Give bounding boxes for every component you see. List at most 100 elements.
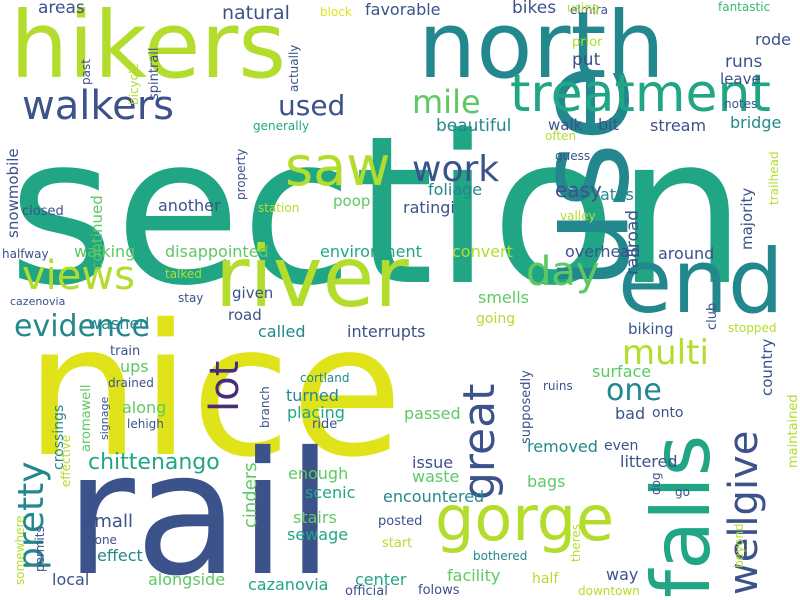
word: stopped (728, 321, 777, 335)
word: walk (548, 116, 583, 134)
word: put (572, 50, 601, 70)
word: effective (59, 434, 73, 487)
word: cortland (300, 371, 350, 385)
word: stream (650, 116, 707, 135)
word: past (79, 59, 93, 85)
word: cinders (240, 462, 261, 528)
word: cazanovia (248, 575, 329, 594)
word: dog (649, 472, 663, 495)
word: removed (527, 437, 598, 456)
word: beautiful (436, 116, 512, 136)
word: encountered (383, 487, 485, 506)
word: around (658, 244, 715, 263)
word: turned (286, 386, 339, 405)
word: atvs (600, 185, 634, 204)
word: passed (404, 404, 461, 423)
word: ups (120, 357, 149, 376)
word: official (345, 584, 388, 599)
word: issue (412, 453, 454, 472)
word: washed (88, 314, 150, 333)
word: used (278, 89, 346, 122)
word: ride (312, 417, 338, 432)
word: end (618, 230, 784, 333)
word: wellgive (721, 430, 767, 595)
word: even (604, 438, 639, 454)
word: alongside (148, 570, 226, 589)
word: rail (65, 416, 334, 600)
word: walking (74, 242, 136, 261)
word: placing (287, 403, 345, 422)
word: waste (412, 467, 460, 486)
word: called (258, 322, 306, 341)
word: interrupts (347, 322, 426, 341)
word: fantastic (718, 0, 771, 14)
word: elmira (570, 3, 609, 17)
word: bad (615, 404, 646, 423)
word: permits (33, 526, 47, 572)
word: road (228, 306, 262, 324)
word: majority (738, 187, 756, 250)
word: talked (165, 267, 202, 281)
word: club (705, 302, 720, 330)
word: bikes (512, 0, 557, 18)
word: another (158, 196, 221, 215)
word: section (8, 93, 747, 331)
word: bridge (730, 113, 782, 132)
word: country (758, 338, 776, 396)
word: center (355, 570, 407, 589)
word: trailhead (767, 151, 781, 205)
word: ruins (543, 379, 573, 393)
word: rode (755, 30, 792, 49)
word: lot (202, 360, 248, 412)
word: downtown (578, 584, 640, 598)
word: cazenovia (10, 295, 66, 308)
word: scenic (305, 483, 356, 502)
word: valley (560, 209, 596, 223)
word: onto (652, 405, 684, 421)
word: enough (288, 464, 349, 483)
word: natural (222, 2, 290, 24)
word: saw (285, 135, 391, 198)
word: branch (258, 386, 272, 428)
word: train (110, 344, 141, 359)
word: spintrail (147, 47, 162, 100)
word: convert (452, 242, 513, 261)
word: disappointed (165, 242, 269, 261)
word: great (454, 383, 505, 500)
word: given (232, 284, 274, 302)
word: aromawell (79, 384, 94, 452)
word: notes (724, 97, 758, 111)
word: gorge (435, 482, 615, 555)
word: evidence (14, 309, 151, 344)
word: ratingi (403, 198, 455, 217)
word: somewhere (13, 515, 27, 585)
word: sewage (287, 525, 349, 544)
word: theres (569, 524, 583, 562)
word: favorable (365, 0, 441, 19)
word: walkers (22, 83, 174, 129)
word: go (675, 485, 690, 499)
word: littered (620, 452, 678, 471)
word: overhead (565, 242, 641, 261)
word: leave (720, 70, 761, 88)
word: often (545, 129, 577, 143)
word: along (122, 398, 167, 417)
word: none (87, 533, 117, 547)
word: bags (527, 472, 566, 491)
word: maintained (786, 394, 800, 468)
word: start (382, 536, 413, 551)
word: way (606, 565, 639, 584)
word: closed (22, 204, 64, 219)
word: north (418, 0, 665, 99)
word: bicycle (127, 63, 141, 105)
word: views (22, 253, 135, 299)
word: effect (97, 546, 143, 565)
word: snowmobile (4, 148, 22, 238)
word: day (526, 249, 600, 295)
word: signage (98, 396, 111, 440)
word: river (215, 228, 409, 326)
word: small (85, 511, 133, 532)
word: biking (628, 320, 674, 338)
word: half (532, 571, 559, 587)
word: stay (178, 291, 204, 305)
